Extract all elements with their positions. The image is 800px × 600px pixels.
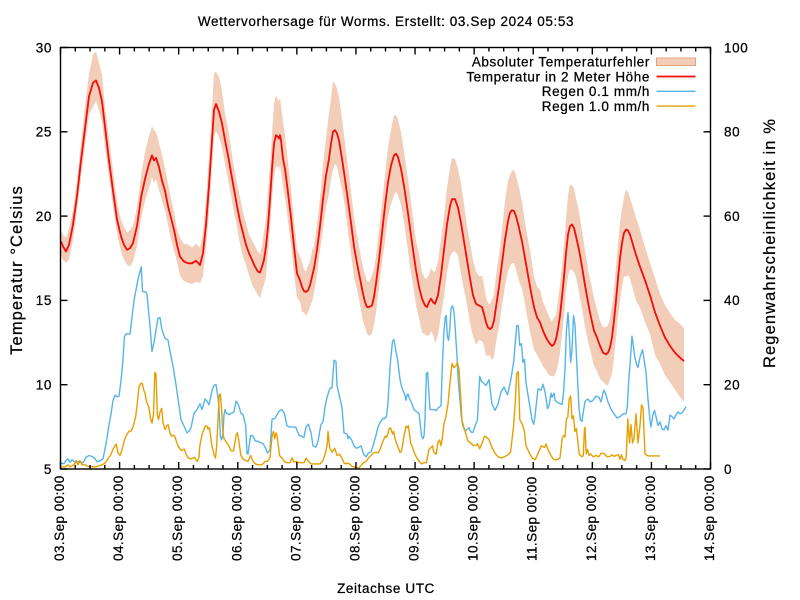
svg-text:Absoluter Temperaturfehler: Absoluter Temperaturfehler — [472, 55, 650, 70]
svg-text:13.Sep 00:00: 13.Sep 00:00 — [643, 475, 658, 561]
svg-text:Wettervorhersage für Worms. Er: Wettervorhersage für Worms. Erstellt: 03… — [198, 14, 574, 29]
svg-text:25: 25 — [36, 125, 52, 140]
svg-text:0: 0 — [724, 462, 732, 477]
svg-text:03.Sep 00:00: 03.Sep 00:00 — [52, 475, 67, 561]
svg-text:Temperatur in 2 Meter Höhe: Temperatur in 2 Meter Höhe — [466, 69, 650, 84]
svg-text:80: 80 — [724, 125, 740, 140]
svg-text:40: 40 — [724, 293, 740, 308]
svg-text:05.Sep 00:00: 05.Sep 00:00 — [170, 475, 185, 561]
svg-text:Zeitachse UTC: Zeitachse UTC — [337, 581, 435, 596]
svg-text:60: 60 — [724, 209, 740, 224]
svg-text:14.Sep 00:00: 14.Sep 00:00 — [702, 475, 717, 561]
svg-text:10.Sep 00:00: 10.Sep 00:00 — [466, 475, 481, 561]
svg-text:15: 15 — [36, 293, 52, 308]
svg-text:09.Sep 00:00: 09.Sep 00:00 — [407, 475, 422, 561]
svg-text:06.Sep 00:00: 06.Sep 00:00 — [229, 475, 244, 561]
svg-text:Regen 1.0 mm/h: Regen 1.0 mm/h — [542, 99, 650, 114]
svg-text:04.Sep 00:00: 04.Sep 00:00 — [111, 475, 126, 561]
svg-text:10: 10 — [36, 378, 52, 393]
svg-text:30: 30 — [36, 40, 52, 55]
svg-text:11.Sep 00:00: 11.Sep 00:00 — [525, 476, 540, 561]
svg-text:Regenwahrscheinlichkeit in %: Regenwahrscheinlichkeit in % — [761, 118, 779, 368]
svg-text:5: 5 — [44, 462, 52, 477]
svg-text:20: 20 — [36, 209, 52, 224]
svg-text:20: 20 — [724, 378, 740, 393]
svg-text:07.Sep 00:00: 07.Sep 00:00 — [288, 475, 303, 561]
svg-text:12.Sep 00:00: 12.Sep 00:00 — [584, 475, 599, 561]
svg-text:Temperatur °Celsius: Temperatur °Celsius — [8, 185, 26, 355]
svg-text:08.Sep 00:00: 08.Sep 00:00 — [348, 475, 363, 561]
svg-text:Regen 0.1 mm/h: Regen 0.1 mm/h — [542, 84, 650, 99]
svg-text:100: 100 — [724, 40, 748, 55]
